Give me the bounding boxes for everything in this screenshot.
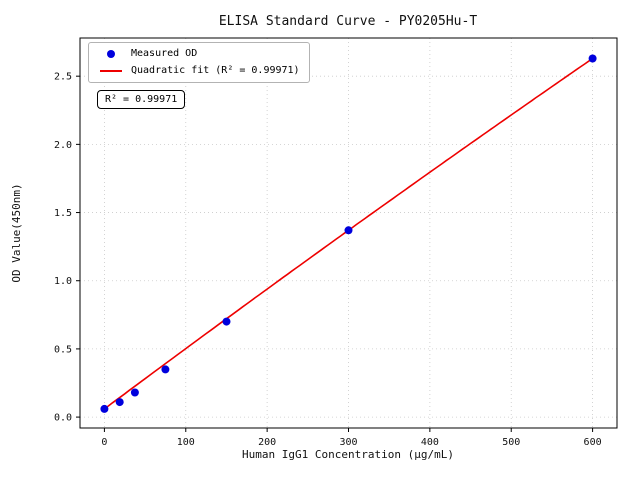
svg-text:0.5: 0.5 — [54, 344, 72, 355]
line-marker-icon — [100, 70, 122, 72]
svg-text:1.0: 1.0 — [54, 276, 72, 287]
data-series — [100, 54, 597, 413]
y-axis-label: OD Value(450nm) — [10, 183, 23, 282]
axis-ticks: 0 100 200 300 400 500 600 0.0 0.5 1.0 1.5 2.0 2.5 — [54, 72, 602, 448]
legend-label: Quadratic fit (R² = 0.99971) — [131, 65, 300, 76]
r-squared-annotation: R² = 0.99971 — [97, 90, 186, 109]
svg-text:500: 500 — [502, 437, 520, 448]
x-axis-label: Human IgG1 Concentration (μg/mL) — [242, 448, 454, 461]
chart-title: ELISA Standard Curve - PY0205Hu-T — [219, 14, 477, 29]
svg-text:400: 400 — [421, 437, 439, 448]
svg-text:2.5: 2.5 — [54, 72, 72, 83]
svg-text:600: 600 — [584, 437, 602, 448]
legend-marker-cell — [98, 50, 124, 58]
legend: Measured OD Quadratic fit (R² = 0.99971) — [88, 42, 310, 83]
scatter-marker-icon — [107, 50, 115, 58]
grid-lines — [80, 38, 617, 428]
svg-text:0.0: 0.0 — [54, 413, 72, 424]
legend-item-quadratic-fit: Quadratic fit (R² = 0.99971) — [98, 65, 300, 77]
legend-marker-cell — [98, 70, 124, 72]
svg-text:300: 300 — [339, 437, 357, 448]
svg-text:2.0: 2.0 — [54, 140, 72, 151]
svg-text:0: 0 — [101, 437, 107, 448]
svg-text:200: 200 — [258, 437, 276, 448]
legend-item-measured-od: Measured OD — [98, 48, 300, 60]
svg-text:1.5: 1.5 — [54, 208, 72, 219]
legend-label: Measured OD — [131, 48, 198, 59]
svg-text:100: 100 — [177, 437, 195, 448]
